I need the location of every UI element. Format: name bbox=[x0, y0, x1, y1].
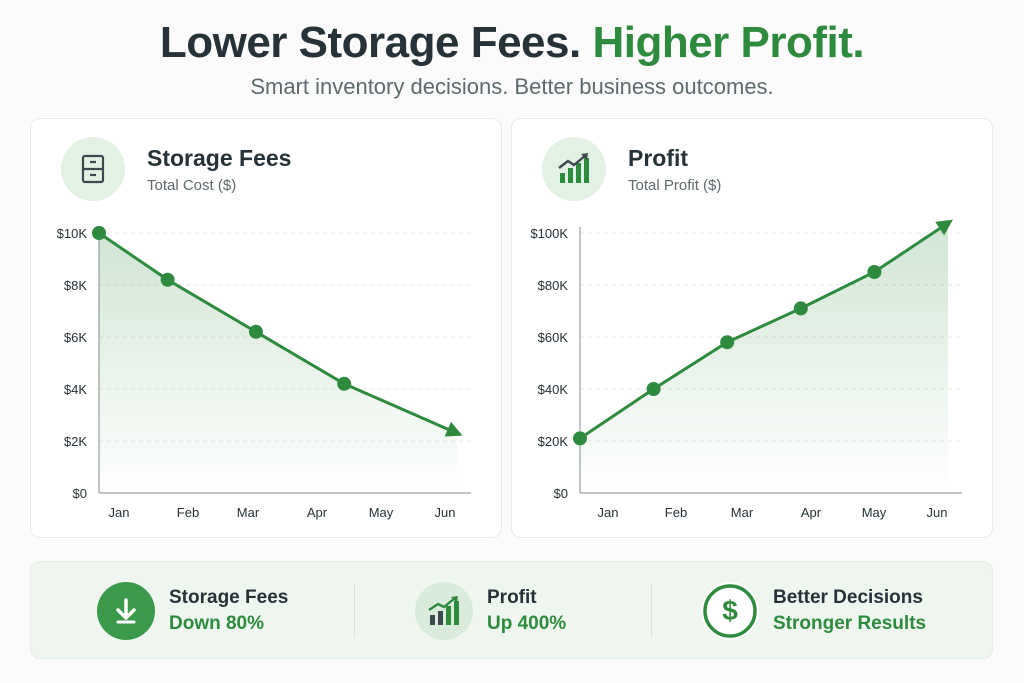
title-part-1: Lower Storage Fees. bbox=[159, 18, 581, 67]
bar-growth-icon bbox=[415, 582, 473, 640]
x-tick-label: Jun bbox=[927, 505, 948, 520]
data-point bbox=[92, 226, 106, 240]
y-tick-label: $10K bbox=[57, 226, 88, 241]
y-tick-label: $100K bbox=[530, 226, 568, 241]
y-tick-label: $0 bbox=[73, 486, 87, 501]
profit-card: Profit Total Profit ($) $0 $20K $40K $60K $8… bbox=[511, 118, 993, 538]
summary-better-decisions: $ Better Decisions Stronger Results bbox=[701, 562, 926, 660]
x-tick-label: Apr bbox=[801, 505, 822, 520]
summary-profit: Profit Up 400% bbox=[415, 562, 566, 660]
divider bbox=[354, 584, 355, 638]
x-tick-label: Apr bbox=[307, 505, 328, 520]
data-point bbox=[793, 301, 808, 316]
summary-strip: Storage Fees Down 80% Profit Up 400% $ bbox=[30, 561, 993, 659]
summary-label: Storage Fees bbox=[169, 587, 289, 608]
page-subtitle: Smart inventory decisions. Better busine… bbox=[250, 74, 774, 99]
summary-storage-fees: Storage Fees Down 80% bbox=[97, 562, 288, 660]
summary-value: Up 400% bbox=[487, 613, 567, 634]
y-tick-label: $40K bbox=[538, 382, 569, 397]
x-tick-label: Mar bbox=[731, 505, 754, 520]
down-arrow-icon bbox=[97, 582, 155, 640]
dollar-icon: $ bbox=[701, 582, 759, 640]
data-point bbox=[867, 265, 882, 279]
y-tick-label: $20K bbox=[538, 434, 569, 449]
data-point bbox=[646, 382, 661, 396]
series-line bbox=[579, 221, 949, 440]
y-tick-label: $8K bbox=[64, 278, 87, 293]
x-tick-label: Mar bbox=[237, 505, 260, 520]
summary-label: Better Decisions bbox=[773, 587, 923, 608]
arrow-head bbox=[444, 421, 463, 437]
y-tick-label: $80K bbox=[538, 278, 569, 293]
data-point bbox=[337, 376, 352, 391]
data-point bbox=[720, 335, 735, 350]
summary-label: Profit bbox=[487, 587, 537, 608]
storage-fees-chart: $0 $2K $4K $6K $8K $10K Jan Feb Mar Apr May Jun bbox=[57, 226, 471, 520]
filing-cabinet-icon bbox=[61, 137, 125, 201]
data-point bbox=[573, 431, 587, 446]
x-tick-label: Feb bbox=[177, 505, 199, 520]
y-tick-label: $60K bbox=[538, 330, 569, 345]
x-tick-label: Jan bbox=[598, 505, 619, 520]
card-subtitle: Total Cost ($) bbox=[147, 177, 237, 194]
divider bbox=[651, 584, 652, 638]
y-tick-label: $0 bbox=[554, 486, 568, 501]
x-tick-label: Jun bbox=[435, 505, 456, 520]
card-title: Storage Fees bbox=[147, 145, 292, 171]
profit-chart: $0 $20K $40K $60K $80K $100K Jan Feb Mar Apr May Ju… bbox=[530, 219, 962, 520]
data-point bbox=[160, 272, 175, 287]
x-tick-label: Feb bbox=[665, 505, 687, 520]
card-subtitle: Total Profit ($) bbox=[628, 177, 722, 194]
summary-value: Down 80% bbox=[169, 613, 265, 634]
x-tick-label: May bbox=[369, 505, 394, 520]
x-tick-label: Jan bbox=[109, 505, 130, 520]
y-tick-label: $2K bbox=[64, 434, 87, 449]
page-title: Lower Storage Fees. Higher Profit. bbox=[0, 18, 1024, 68]
card-title: Profit bbox=[628, 145, 689, 171]
summary-value: Stronger Results bbox=[773, 613, 927, 634]
storage-fees-card: Storage Fees Total Cost ($) $0 $2K $4K $6K $… bbox=[30, 118, 502, 538]
data-point bbox=[248, 324, 263, 339]
arrow-head bbox=[935, 219, 953, 236]
y-tick-label: $6K bbox=[64, 330, 87, 345]
area-fill bbox=[99, 233, 457, 493]
area-fill bbox=[580, 223, 948, 493]
title-part-2: Higher Profit. bbox=[592, 18, 865, 67]
y-tick-label: $4K bbox=[64, 382, 87, 397]
x-tick-label: May bbox=[862, 505, 887, 520]
growth-chart-icon bbox=[542, 137, 606, 201]
svg-text:$: $ bbox=[722, 595, 738, 626]
